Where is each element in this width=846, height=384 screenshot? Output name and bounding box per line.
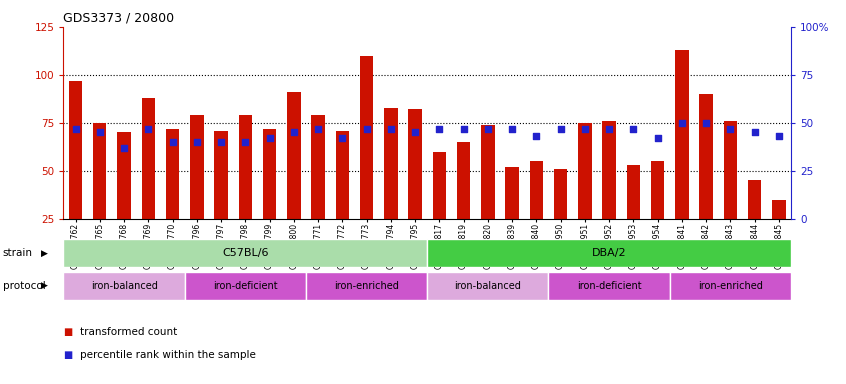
Text: ■: ■ bbox=[63, 327, 73, 337]
Point bbox=[675, 120, 689, 126]
Text: iron-enriched: iron-enriched bbox=[334, 281, 399, 291]
Text: iron-balanced: iron-balanced bbox=[454, 281, 521, 291]
Point bbox=[700, 120, 713, 126]
Bar bbox=[409, 109, 422, 219]
Text: strain: strain bbox=[3, 248, 32, 258]
Bar bbox=[311, 115, 325, 219]
Text: iron-enriched: iron-enriched bbox=[698, 281, 763, 291]
Bar bbox=[184, 272, 306, 300]
Bar bbox=[63, 272, 184, 300]
Text: ▶: ▶ bbox=[41, 281, 47, 290]
Point bbox=[287, 129, 300, 136]
Bar bbox=[627, 165, 640, 219]
Text: transformed count: transformed count bbox=[80, 327, 178, 337]
Bar bbox=[360, 56, 373, 219]
Point bbox=[336, 135, 349, 141]
Bar bbox=[578, 123, 591, 219]
Text: iron-deficient: iron-deficient bbox=[577, 281, 641, 291]
Text: ■: ■ bbox=[63, 350, 73, 360]
Bar bbox=[63, 239, 427, 267]
Point bbox=[530, 133, 543, 139]
Bar bbox=[670, 272, 791, 300]
Text: percentile rank within the sample: percentile rank within the sample bbox=[80, 350, 256, 360]
Point bbox=[190, 139, 204, 145]
Bar bbox=[723, 121, 737, 219]
Bar bbox=[554, 169, 568, 219]
Point bbox=[578, 126, 591, 132]
Point bbox=[263, 135, 277, 141]
Point bbox=[432, 126, 446, 132]
Bar bbox=[69, 81, 82, 219]
Text: iron-balanced: iron-balanced bbox=[91, 281, 157, 291]
Bar bbox=[287, 92, 300, 219]
Bar bbox=[481, 125, 495, 219]
Point bbox=[69, 126, 82, 132]
Point bbox=[93, 129, 107, 136]
Bar bbox=[141, 98, 155, 219]
Point bbox=[118, 145, 131, 151]
Point bbox=[457, 126, 470, 132]
Bar bbox=[548, 272, 670, 300]
Bar bbox=[384, 108, 398, 219]
Bar bbox=[118, 132, 131, 219]
Point bbox=[627, 126, 640, 132]
Bar bbox=[336, 131, 349, 219]
Point bbox=[384, 126, 398, 132]
Bar bbox=[427, 272, 548, 300]
Point bbox=[214, 139, 228, 145]
Point bbox=[141, 126, 155, 132]
Bar bbox=[505, 167, 519, 219]
Text: C57BL/6: C57BL/6 bbox=[222, 248, 268, 258]
Bar bbox=[166, 129, 179, 219]
Bar bbox=[675, 50, 689, 219]
Bar bbox=[432, 152, 446, 219]
Point bbox=[505, 126, 519, 132]
Bar bbox=[700, 94, 713, 219]
Bar bbox=[602, 121, 616, 219]
Bar bbox=[263, 129, 277, 219]
Bar bbox=[457, 142, 470, 219]
Bar bbox=[239, 115, 252, 219]
Point bbox=[723, 126, 737, 132]
Text: iron-deficient: iron-deficient bbox=[213, 281, 277, 291]
Bar bbox=[748, 180, 761, 219]
Bar bbox=[214, 131, 228, 219]
Point bbox=[360, 126, 373, 132]
Bar bbox=[651, 161, 664, 219]
Bar bbox=[530, 161, 543, 219]
Text: GDS3373 / 20800: GDS3373 / 20800 bbox=[63, 12, 174, 25]
Point bbox=[409, 129, 422, 136]
Bar bbox=[93, 123, 107, 219]
Point bbox=[166, 139, 179, 145]
Bar bbox=[427, 239, 791, 267]
Point bbox=[481, 126, 495, 132]
Point bbox=[602, 126, 616, 132]
Point bbox=[239, 139, 252, 145]
Point bbox=[311, 126, 325, 132]
Point bbox=[772, 133, 786, 139]
Text: protocol: protocol bbox=[3, 281, 46, 291]
Text: ▶: ▶ bbox=[41, 248, 47, 258]
Bar bbox=[772, 200, 786, 219]
Bar bbox=[306, 272, 427, 300]
Point bbox=[554, 126, 568, 132]
Bar bbox=[190, 115, 204, 219]
Point bbox=[748, 129, 761, 136]
Text: DBA/2: DBA/2 bbox=[592, 248, 626, 258]
Point bbox=[651, 135, 664, 141]
